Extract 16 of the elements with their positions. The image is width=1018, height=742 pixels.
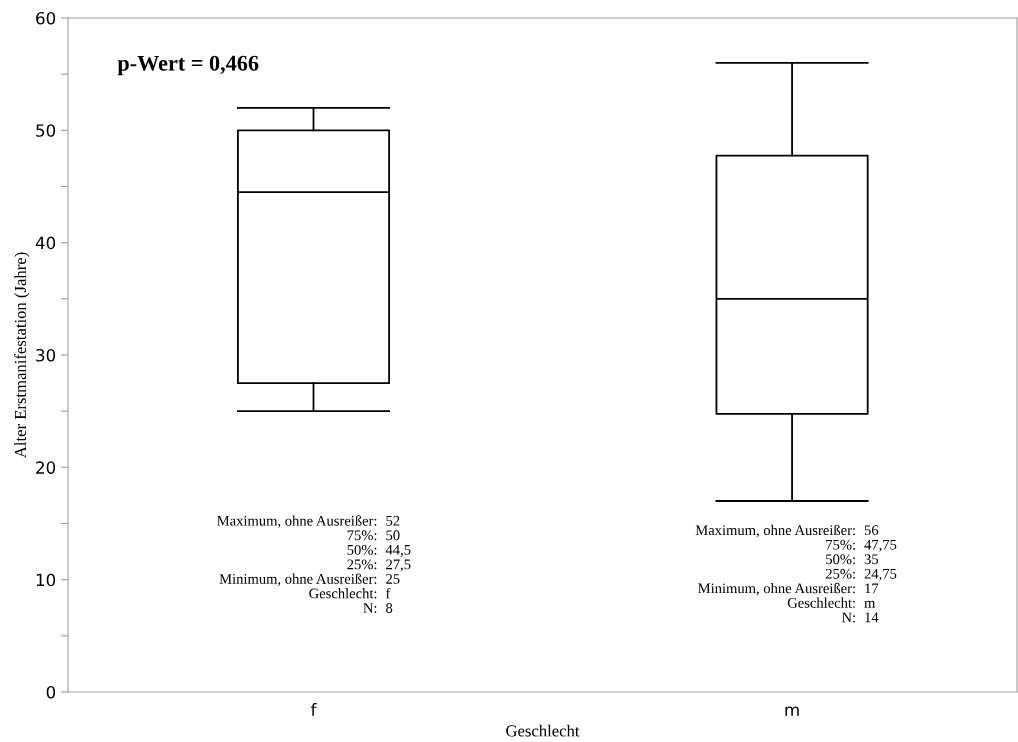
y-tick-label: 40 — [35, 236, 56, 250]
annotation: Maximum, ohne Ausreißer: 75%: 50%: 25%: Minimum, ohne Ausreißer: Geschlecht: N: — [695, 524, 855, 623]
y-tick-label: 50 — [36, 124, 56, 137]
annotation: 56 47,75 35 24,75 17 m 14 — [864, 525, 897, 623]
x-tick-label: f — [310, 703, 317, 716]
annotation: p-Wert = 0,466 — [117, 55, 259, 76]
annotation: Maximum, ohne Ausreißer: 75%: 50%: 25%: Minimum, ohne Ausreißer: Geschlecht: N: — [217, 515, 377, 613]
y-tick-label: 30 — [36, 348, 56, 362]
y-axis-title: Alter Erstmanifestation (Jahre) — [14, 252, 30, 459]
x-axis-title: Geschlecht — [506, 724, 580, 737]
annotation: 52 50 44,5 27,5 25 f 8 — [385, 515, 411, 613]
x-tick-label: m — [785, 706, 799, 716]
y-tick-label: 0 — [46, 685, 56, 699]
y-tick-label: 60 — [36, 11, 56, 25]
y-tick-label: 10 — [36, 573, 56, 587]
y-tick-label: 20 — [36, 461, 56, 474]
